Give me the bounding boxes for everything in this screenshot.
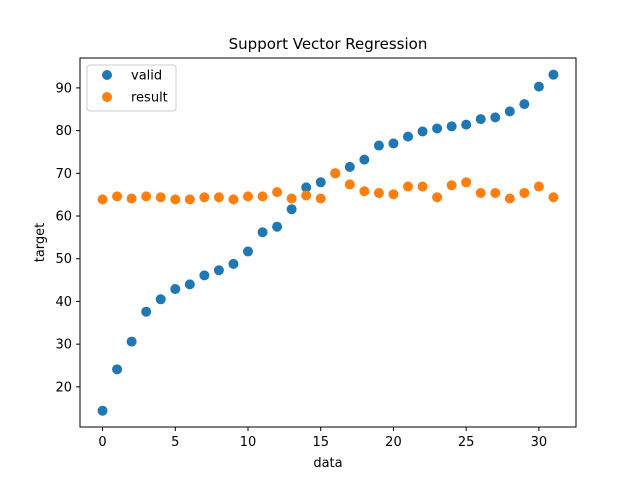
point-valid-8 <box>213 265 224 276</box>
y-tick-label: 60 <box>55 210 72 225</box>
point-result-10 <box>243 191 253 202</box>
point-result-6 <box>184 194 195 205</box>
point-result-24 <box>446 180 457 191</box>
y-tick-label: 80 <box>55 124 72 139</box>
x-tick-label: 10 <box>240 435 257 450</box>
point-result-12 <box>272 187 283 198</box>
x-axis-label: data <box>313 456 342 471</box>
point-valid-5 <box>170 284 181 295</box>
point-valid-6 <box>184 279 195 290</box>
point-result-1 <box>112 191 123 202</box>
point-result-3 <box>141 191 152 202</box>
point-valid-4 <box>155 294 166 305</box>
point-result-0 <box>97 194 108 205</box>
legend: valid result <box>86 64 177 112</box>
x-tick-label: 25 <box>458 435 475 450</box>
x-tick-label: 30 <box>531 435 548 450</box>
point-result-15 <box>315 193 326 204</box>
point-valid-10 <box>243 246 253 257</box>
point-valid-24 <box>446 121 457 132</box>
point-result-22 <box>417 181 428 192</box>
point-valid-31 <box>548 69 559 80</box>
point-valid-26 <box>475 114 486 125</box>
y-tick-label: 30 <box>55 338 72 353</box>
point-valid-11 <box>257 227 268 238</box>
point-result-27 <box>490 187 501 198</box>
x-tick-label: 20 <box>385 435 402 450</box>
point-result-26 <box>475 187 486 198</box>
point-valid-25 <box>461 119 472 130</box>
point-result-4 <box>155 192 166 203</box>
point-valid-23 <box>432 123 443 134</box>
point-result-25 <box>461 177 472 188</box>
y-tick-label: 40 <box>55 295 72 310</box>
legend-marker-result <box>102 92 112 102</box>
x-axis: 0 5 10 15 20 25 30 <box>98 427 547 450</box>
legend-label-result: result <box>131 91 168 106</box>
point-result-18 <box>359 186 370 197</box>
point-result-28 <box>504 193 515 204</box>
point-valid-1 <box>112 364 123 375</box>
point-result-31 <box>548 192 559 203</box>
point-result-17 <box>344 179 355 190</box>
y-tick-label: 70 <box>55 167 72 182</box>
point-valid-15 <box>315 177 326 188</box>
point-result-7 <box>199 192 210 203</box>
point-result-21 <box>403 181 413 192</box>
point-result-9 <box>228 194 239 205</box>
point-valid-18 <box>359 154 370 165</box>
point-valid-29 <box>519 99 530 110</box>
legend-marker-valid <box>102 70 112 80</box>
point-result-8 <box>213 192 224 203</box>
point-result-29 <box>519 187 530 198</box>
point-result-30 <box>533 181 544 192</box>
point-valid-17 <box>344 161 355 172</box>
x-tick-label: 0 <box>98 435 106 450</box>
x-tick-label: 15 <box>312 435 329 450</box>
point-valid-2 <box>126 336 137 347</box>
y-axis-label: target <box>33 223 48 263</box>
x-tick-label: 5 <box>171 435 179 450</box>
point-result-19 <box>373 187 384 198</box>
point-result-23 <box>432 192 443 203</box>
point-valid-14 <box>301 182 312 193</box>
chart-title: Support Vector Regression <box>229 35 428 53</box>
series-valid <box>97 69 559 416</box>
point-valid-30 <box>533 81 544 92</box>
point-result-2 <box>126 193 137 204</box>
point-result-11 <box>257 191 268 202</box>
point-valid-20 <box>388 138 399 149</box>
point-result-20 <box>388 189 399 200</box>
point-result-13 <box>286 193 297 204</box>
point-valid-22 <box>417 126 428 137</box>
plot-frame <box>79 57 577 428</box>
point-valid-7 <box>199 270 210 281</box>
y-axis: 20 30 40 50 60 70 80 90 <box>55 81 80 395</box>
point-valid-0 <box>97 405 108 416</box>
point-valid-27 <box>490 112 501 123</box>
point-valid-12 <box>272 221 283 232</box>
legend-label-valid: valid <box>131 69 162 84</box>
point-valid-28 <box>504 106 515 117</box>
point-result-16 <box>330 168 341 179</box>
y-tick-label: 90 <box>55 81 72 96</box>
series-result <box>97 168 559 205</box>
point-valid-9 <box>228 258 239 269</box>
point-result-14 <box>301 190 312 201</box>
point-valid-21 <box>403 131 413 142</box>
point-result-5 <box>170 194 181 205</box>
point-valid-19 <box>373 140 384 151</box>
point-valid-3 <box>141 306 152 317</box>
point-valid-13 <box>286 204 297 215</box>
data-points <box>97 69 559 416</box>
y-tick-label: 20 <box>55 380 72 395</box>
y-tick-label: 50 <box>55 252 72 267</box>
